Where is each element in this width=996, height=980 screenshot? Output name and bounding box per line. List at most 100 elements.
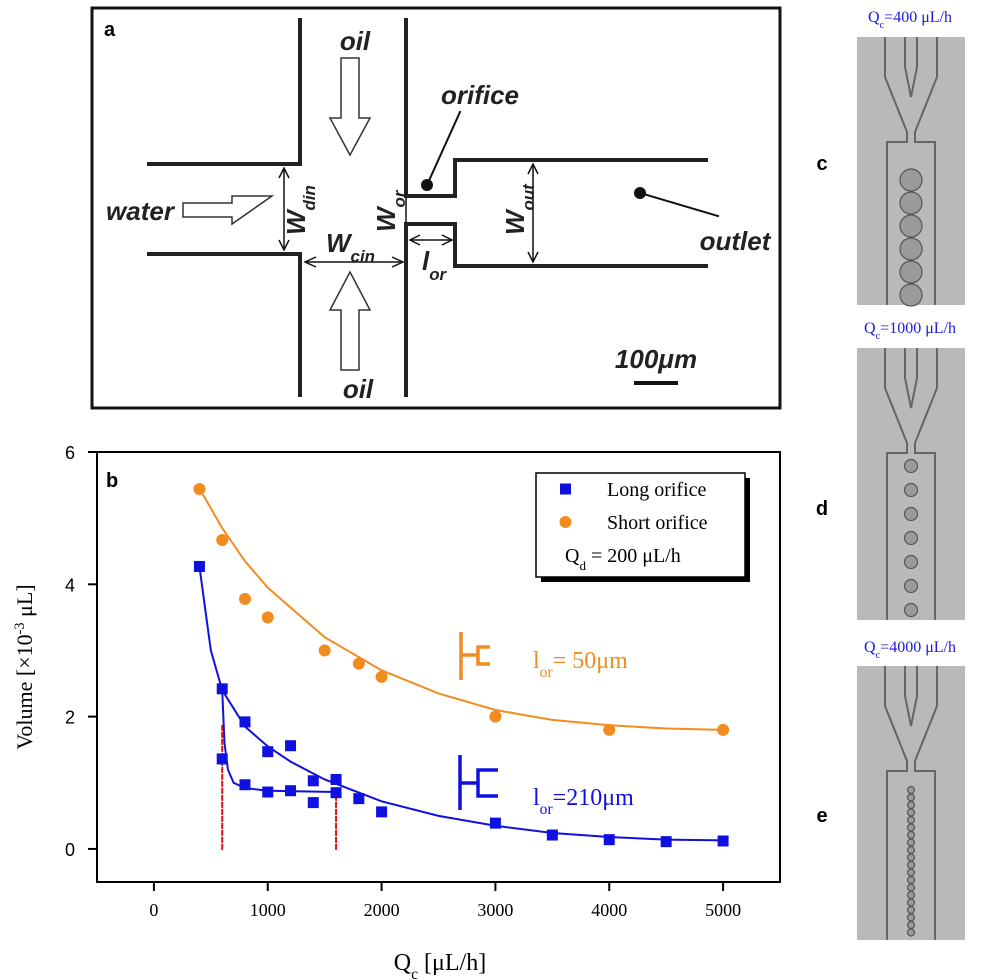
y-axis-label: Volume [×10-3 μL] — [12, 584, 37, 749]
arrow — [328, 270, 372, 371]
droplet — [906, 875, 916, 885]
droplet — [899, 168, 923, 192]
droplet — [899, 191, 923, 215]
dimension-arrows — [278, 110, 720, 385]
point — [717, 723, 730, 736]
text-part: W — [500, 208, 530, 235]
legend-marker — [560, 483, 571, 495]
text-part: = 200 μL/h — [586, 545, 681, 567]
point — [353, 793, 365, 805]
droplet — [906, 883, 916, 892]
text-part: or — [540, 801, 554, 818]
x-tick-label: 3000 — [477, 900, 513, 920]
droplet — [903, 530, 919, 546]
y-tick-label: 4 — [65, 575, 75, 595]
plot-frame — [96, 451, 781, 883]
droplet — [906, 815, 916, 825]
legend — [535, 472, 746, 578]
text-part: Q — [864, 320, 876, 337]
point — [603, 834, 615, 846]
label: oil — [340, 26, 371, 56]
point — [285, 785, 297, 797]
legend-label: Short orifice — [607, 512, 708, 534]
channel — [884, 666, 938, 940]
panel-label: e — [816, 805, 827, 827]
point — [376, 806, 388, 818]
droplet — [899, 237, 923, 261]
legend-label: Long orifice — [607, 479, 707, 501]
text-part: =1000 μL/h — [880, 320, 956, 337]
caption: Qc=4000 μL/h — [864, 639, 956, 661]
point — [330, 773, 342, 785]
text-part: d — [579, 558, 586, 573]
droplet — [906, 928, 916, 937]
panel-label: b — [106, 470, 118, 492]
legend-note: Qd = 200 μL/h — [565, 545, 681, 573]
droplet — [906, 830, 916, 840]
point — [239, 716, 251, 728]
annotation: lor=210μm — [533, 785, 634, 818]
point — [307, 797, 319, 809]
droplet — [906, 793, 916, 802]
text-part: c — [876, 650, 881, 661]
channel — [884, 348, 938, 620]
annotation: lor= 50μm — [533, 648, 628, 681]
droplet — [899, 260, 923, 284]
point — [216, 683, 228, 695]
label: Wcin — [326, 228, 375, 266]
point — [238, 592, 251, 605]
channels — [147, 18, 708, 397]
orifice-icon — [459, 632, 490, 680]
point — [239, 779, 251, 791]
text-part: l — [422, 246, 430, 276]
text-part: -3 — [12, 622, 28, 634]
flow-arrows — [182, 57, 372, 371]
text-part: =210μm — [553, 785, 634, 811]
droplet — [906, 913, 916, 922]
label: Wout — [500, 183, 538, 235]
point — [193, 560, 205, 572]
droplet — [903, 458, 919, 474]
droplet — [906, 898, 916, 907]
text-part: or — [540, 664, 554, 681]
droplet — [899, 283, 923, 307]
droplet — [906, 868, 916, 877]
legend-marker — [559, 516, 572, 528]
droplet — [899, 214, 923, 238]
point — [262, 786, 274, 798]
label: Wor — [371, 189, 409, 232]
droplet — [906, 920, 916, 930]
channel-wall — [147, 18, 302, 166]
point — [216, 753, 228, 765]
point — [489, 817, 501, 829]
channel-wall — [147, 252, 302, 397]
arrow — [182, 195, 275, 226]
text-part: [μL/h] — [418, 950, 486, 976]
x-tick-label: 0 — [149, 900, 158, 920]
y-tick-label: 6 — [65, 443, 75, 463]
text-part: =400 μL/h — [884, 9, 952, 26]
droplet — [906, 845, 916, 855]
text-part: l — [533, 648, 540, 674]
point — [546, 829, 558, 841]
point — [216, 533, 229, 546]
caption: Qc=400 μL/h — [868, 9, 952, 31]
label: Wdin — [281, 185, 319, 235]
text-part: W — [281, 208, 311, 235]
label: water — [106, 196, 176, 226]
text-part: Q — [864, 639, 876, 656]
droplet — [906, 808, 916, 817]
text-part: c — [880, 20, 885, 31]
point — [261, 611, 274, 624]
channel-wall — [404, 18, 708, 198]
channel-wall — [404, 222, 708, 397]
droplet — [903, 578, 919, 594]
droplet — [906, 890, 916, 900]
label: outlet — [700, 226, 772, 256]
x-tick-label: 2000 — [364, 900, 400, 920]
scale-label: 100μm — [615, 344, 697, 374]
arrow — [328, 57, 372, 157]
text-part: =4000 μL/h — [880, 639, 956, 656]
text-part: Volume [×10 — [12, 634, 37, 749]
